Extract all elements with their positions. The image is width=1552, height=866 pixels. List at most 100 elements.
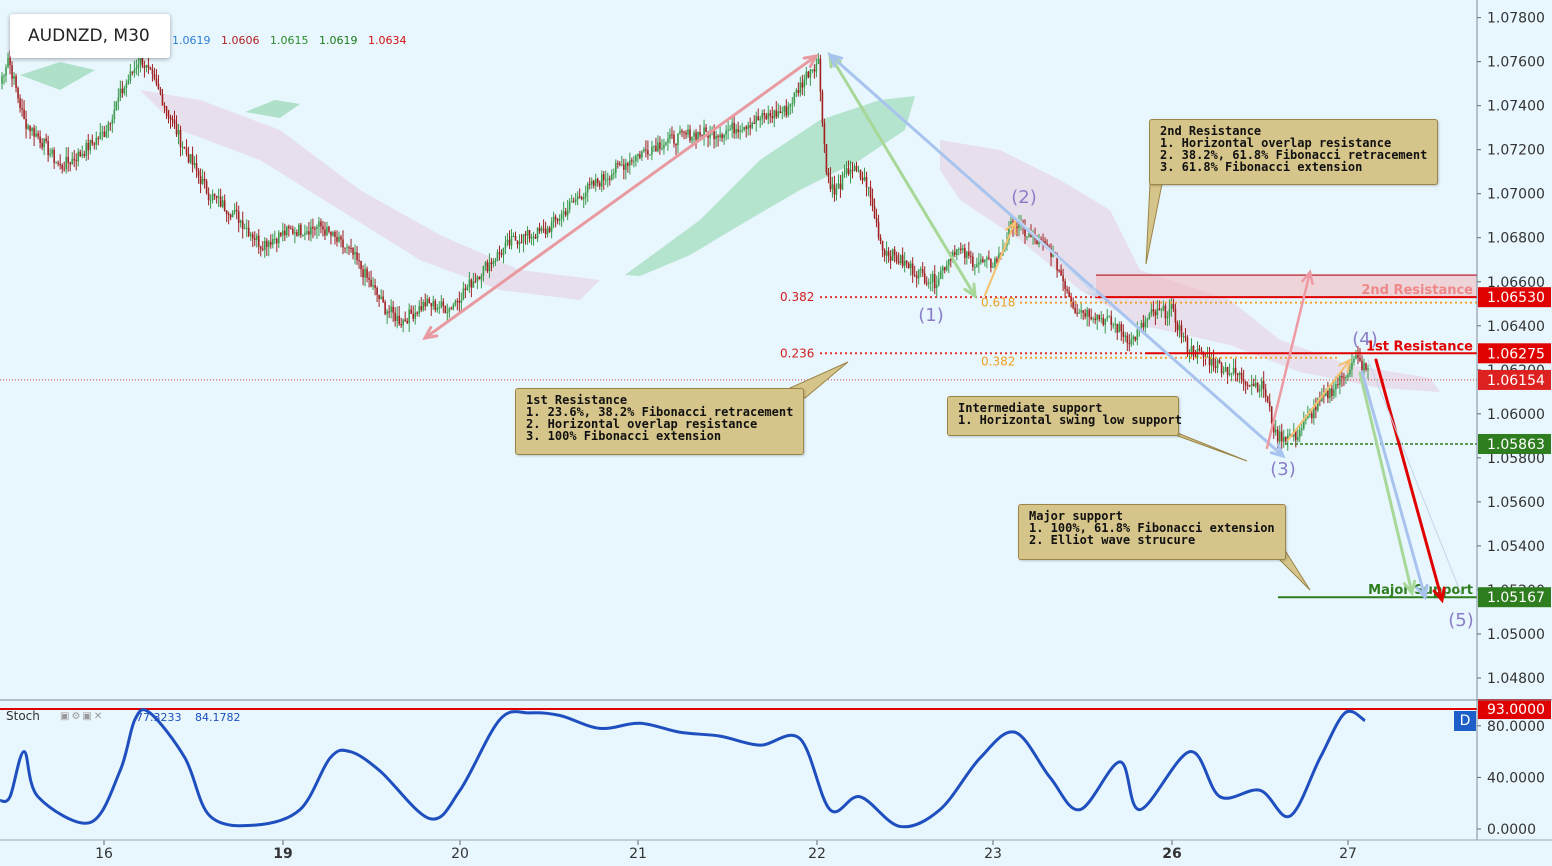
- candle-body: [107, 123, 110, 132]
- candle-body: [879, 237, 882, 242]
- candle-body: [1182, 336, 1185, 338]
- candle-body: [713, 130, 715, 140]
- candle-body: [875, 217, 878, 223]
- candle-body: [994, 258, 996, 267]
- candle-body: [534, 236, 537, 239]
- wave-label: (4): [1352, 329, 1378, 350]
- candle-body: [476, 276, 479, 282]
- candle-body: [1276, 429, 1279, 442]
- candle-body: [57, 162, 59, 164]
- candle-body: [721, 134, 723, 138]
- note-intermediate-support[interactable]: Intermediate support 1. Horizontal swing…: [947, 396, 1182, 436]
- candle-body: [945, 265, 948, 271]
- candle-body: [434, 300, 437, 310]
- candle-body: [1200, 350, 1203, 352]
- candle-body: [139, 54, 142, 65]
- candle-body: [769, 113, 772, 117]
- candle-body: [811, 69, 814, 71]
- candle-body: [562, 211, 565, 214]
- candle-body: [87, 142, 90, 151]
- candle-body: [179, 129, 182, 148]
- candle-body: [687, 129, 689, 135]
- candles: [1, 45, 1369, 451]
- candle-body: [805, 71, 808, 80]
- candle-body: [490, 262, 493, 265]
- candle-body: [619, 163, 621, 166]
- candle-body: [1311, 413, 1313, 419]
- candle-body: [753, 122, 756, 124]
- candle-body: [508, 239, 511, 246]
- candle-body: [460, 299, 463, 303]
- candle-body: [1076, 312, 1078, 314]
- candle-body: [83, 154, 86, 156]
- candle-body: [978, 262, 980, 265]
- candle-body: [340, 236, 342, 240]
- candle-body: [927, 282, 930, 284]
- price-axis[interactable]: 1.07800 1.07600 1.07400 1.07200 1.07000 1.068…: [1477, 11, 1551, 687]
- time-axis[interactable]: 16 19 20 21 22 23 26 27: [95, 840, 1357, 862]
- stoch-label[interactable]: Stoch: [6, 709, 40, 723]
- candle-body: [1094, 318, 1097, 321]
- candle-body: [97, 138, 100, 140]
- candle-body: [831, 184, 834, 190]
- candle-body: [1122, 331, 1125, 337]
- candle-body: [731, 122, 733, 129]
- candle-body: [402, 319, 404, 326]
- candle-body: [735, 129, 737, 134]
- candle-body: [651, 146, 653, 155]
- candle-body: [282, 230, 284, 236]
- candle-body: [420, 306, 423, 311]
- stoch-tick-label: 40.0000: [1487, 770, 1545, 786]
- candle-body: [629, 160, 631, 166]
- candle-body: [71, 158, 74, 165]
- candle-body: [540, 228, 543, 232]
- candle-body: [442, 301, 445, 307]
- candle-body: [298, 224, 300, 236]
- candle-body: [386, 311, 388, 315]
- candle-body: [153, 74, 156, 79]
- pink-swing-arrow-shaft: [423, 54, 818, 340]
- candle-body: [803, 79, 806, 88]
- candle-body: [641, 151, 643, 158]
- time-tick-label: 22: [808, 846, 826, 862]
- candle-body: [1355, 355, 1357, 359]
- candle-body: [897, 261, 900, 264]
- candle-body: [271, 238, 274, 245]
- orange-wave2-arrow-shaft: [984, 221, 1016, 296]
- candle-body: [306, 231, 308, 234]
- candle-body: [825, 144, 828, 173]
- candle-body: [1132, 336, 1135, 340]
- candle-body: [237, 211, 240, 223]
- candle-body: [610, 174, 613, 180]
- note-second-resistance[interactable]: 2nd Resistance 1. Horizontal overlap res…: [1149, 119, 1438, 185]
- candle-body: [982, 259, 984, 262]
- candle-body: [290, 228, 292, 230]
- candle-body: [348, 247, 350, 249]
- candle-body: [761, 113, 764, 119]
- candle-body: [1198, 348, 1201, 351]
- candle-body: [691, 136, 693, 141]
- candle-body: [841, 174, 844, 190]
- candle-body: [847, 168, 850, 175]
- candle-body: [1192, 346, 1195, 356]
- symbol-title[interactable]: AUDNZD, M30: [10, 14, 170, 58]
- candle-body: [667, 138, 669, 143]
- candle-body: [1112, 324, 1115, 326]
- candle-body: [530, 236, 533, 239]
- candle-body: [669, 134, 671, 139]
- candle-body: [500, 253, 503, 256]
- candle-body: [1301, 428, 1303, 430]
- candle-body: [857, 170, 860, 172]
- price-tick-label: 1.05400: [1487, 539, 1545, 555]
- candle-body: [404, 319, 406, 321]
- note-major-support[interactable]: Major support 1. 100%, 61.8% Fibonacci e…: [1018, 504, 1286, 560]
- stoch-settings-icons[interactable]: ▣⚙▣✕: [60, 711, 105, 722]
- price-tick-label: 1.07000: [1487, 187, 1545, 203]
- price-tick-label: 1.05800: [1487, 451, 1545, 467]
- candle-body: [1357, 355, 1359, 358]
- d-button[interactable]: D: [1454, 711, 1476, 731]
- candle-body: [1274, 429, 1277, 433]
- candle-body: [532, 236, 535, 238]
- note-first-resistance[interactable]: 1st Resistance 1. 23.6%, 38.2% Fibonacci…: [515, 388, 804, 455]
